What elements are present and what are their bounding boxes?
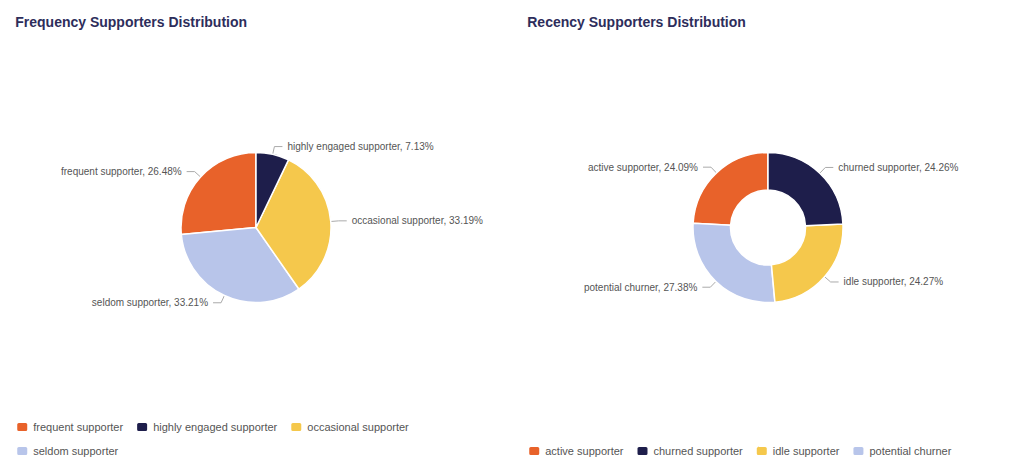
svg-text:active supporter: active supporter <box>545 445 624 457</box>
svg-text:frequent supporter, 26.48%: frequent supporter, 26.48% <box>61 166 182 177</box>
svg-text:churned supporter: churned supporter <box>654 445 744 457</box>
svg-text:highly engaged supporter: highly engaged supporter <box>153 421 277 433</box>
svg-text:seldom supporter: seldom supporter <box>33 445 118 457</box>
svg-text:Recency Supporters Distributio: Recency Supporters Distribution <box>527 14 746 30</box>
svg-text:potential churner: potential churner <box>869 445 951 457</box>
svg-text:seldom supporter, 33.21%: seldom supporter, 33.21% <box>92 297 208 308</box>
svg-text:Frequency Supporters Distribut: Frequency Supporters Distribution <box>15 14 247 30</box>
svg-text:active supporter, 24.09%: active supporter, 24.09% <box>588 162 698 173</box>
svg-text:idle supporter, 24.27%: idle supporter, 24.27% <box>844 276 944 287</box>
svg-text:highly engaged supporter, 7.13: highly engaged supporter, 7.13% <box>287 141 433 152</box>
svg-text:potential churner, 27.38%: potential churner, 27.38% <box>584 282 698 293</box>
svg-text:frequent supporter: frequent supporter <box>33 421 123 433</box>
svg-text:occasional supporter: occasional supporter <box>307 421 409 433</box>
svg-text:churned supporter, 24.26%: churned supporter, 24.26% <box>838 162 958 173</box>
svg-text:occasional supporter, 33.19%: occasional supporter, 33.19% <box>352 215 483 226</box>
svg-text:idle supporter: idle supporter <box>773 445 840 457</box>
